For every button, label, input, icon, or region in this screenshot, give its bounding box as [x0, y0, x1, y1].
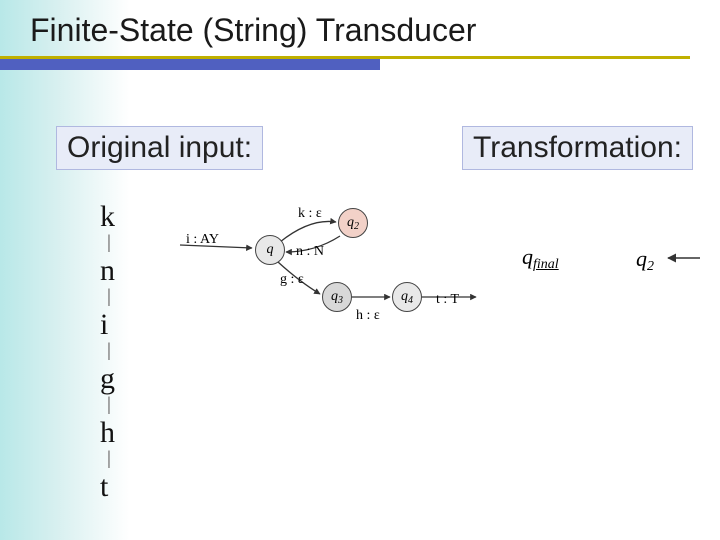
- edge-q1-q2: [280, 221, 336, 242]
- state-node-q2: q2: [338, 208, 368, 238]
- edge-label: i : AY: [186, 232, 219, 248]
- input-letter-separator: |: [104, 340, 114, 361]
- edge-label: n : N: [296, 244, 324, 260]
- state-qfinal-label: qfinal: [522, 244, 559, 270]
- section-original-input: Original input:: [56, 126, 263, 170]
- section-transformation: Transformation:: [462, 126, 693, 170]
- edge-label: t : T: [436, 292, 459, 308]
- input-letter: h: [100, 416, 115, 450]
- edge-label: g : ε: [280, 272, 304, 288]
- input-letter: g: [100, 362, 115, 396]
- page-title: Finite-State (String) Transducer: [30, 12, 700, 49]
- title-underline-yellow: [0, 56, 690, 59]
- state-q2-label: q2: [636, 246, 654, 272]
- edge-label: h : ε: [356, 308, 380, 324]
- input-letter: i: [100, 308, 108, 342]
- input-letter: n: [100, 254, 115, 288]
- state-node-q1: q: [255, 235, 285, 265]
- edge-label: k : ε: [298, 206, 322, 222]
- input-letter-separator: |: [104, 448, 114, 469]
- input-letter: k: [100, 200, 115, 234]
- state-node-q3: q3: [322, 282, 352, 312]
- input-letter-separator: |: [104, 286, 114, 307]
- input-letter-separator: |: [104, 394, 114, 415]
- transducer-diagram: q q2 q3 q4 i : AY k : ε n : N g : ε h : ε t : T: [180, 200, 540, 400]
- input-letter-separator: |: [104, 232, 114, 253]
- input-letter: t: [100, 470, 108, 504]
- state-node-q4: q4: [392, 282, 422, 312]
